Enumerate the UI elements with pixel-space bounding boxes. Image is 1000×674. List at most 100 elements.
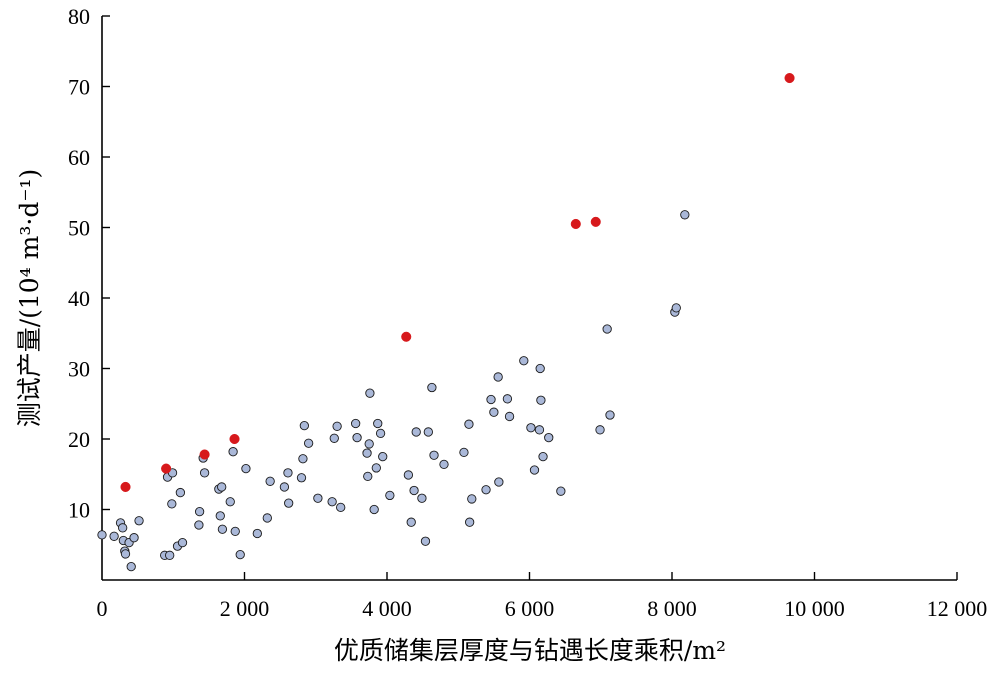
data-point (671, 303, 681, 313)
y-tick-label: 50 (68, 216, 90, 241)
data-point (134, 516, 144, 526)
data-point (535, 363, 545, 374)
data-point (303, 438, 314, 448)
y-tick-label: 10 (68, 498, 90, 523)
data-point (364, 439, 374, 449)
data-point (350, 418, 361, 429)
data-point (504, 411, 515, 422)
data-point (279, 482, 290, 492)
data-point (175, 487, 186, 498)
y-axis-title: 测试产量/(10⁴ m³·d⁻¹) (15, 169, 44, 428)
y-tick-label: 30 (68, 357, 90, 382)
data-point (332, 421, 342, 431)
x-tick-label: 12 000 (927, 596, 988, 621)
data-point (118, 523, 128, 533)
data-point (284, 498, 294, 508)
data-point (371, 463, 381, 473)
data-point (423, 427, 433, 437)
data-point (235, 549, 245, 560)
data-point (365, 388, 375, 398)
x-tick-label: 2 000 (220, 596, 270, 621)
data-point (194, 520, 204, 530)
data-point (409, 485, 419, 496)
data-point (109, 531, 119, 541)
data-point (494, 477, 504, 487)
data-point (296, 473, 307, 483)
data-point (464, 419, 474, 429)
data-point (225, 497, 235, 507)
data-point (126, 561, 136, 572)
x-tick-label: 4 000 (362, 596, 412, 621)
data-point (427, 382, 437, 393)
data-point (265, 476, 275, 486)
data-point (595, 425, 605, 435)
data-point (373, 418, 383, 429)
data-point (526, 423, 536, 433)
highlight-point (401, 331, 412, 342)
y-tick-label: 20 (68, 427, 90, 452)
data-point (489, 407, 499, 417)
y-tick-label: 60 (68, 145, 90, 170)
data-point (519, 356, 529, 366)
data-point (481, 485, 491, 495)
axes (101, 16, 957, 581)
highlight-point (161, 463, 172, 474)
data-point (417, 493, 427, 503)
data-point (97, 530, 107, 540)
data-point (536, 395, 546, 405)
data-point (411, 427, 421, 437)
data-point (362, 448, 372, 458)
data-point (439, 459, 449, 470)
highlight-point (570, 218, 581, 230)
x-tick-label: 0 (97, 596, 108, 621)
data-point (406, 517, 416, 527)
x-tick-label: 10 000 (784, 596, 845, 621)
highlight-point (229, 433, 240, 445)
data-point (329, 433, 339, 443)
data-point (493, 372, 503, 382)
data-point (129, 533, 139, 543)
data-points (97, 72, 795, 572)
y-tick-label: 70 (68, 75, 90, 100)
data-point (486, 394, 496, 405)
data-point (217, 482, 227, 492)
data-point (605, 410, 615, 420)
data-point (120, 549, 131, 559)
data-point (375, 428, 386, 439)
data-point (363, 471, 373, 482)
data-point (336, 502, 346, 513)
highlight-point (120, 481, 131, 492)
data-point (378, 451, 388, 462)
data-point (262, 513, 272, 523)
data-point (385, 490, 395, 501)
data-point (283, 468, 293, 478)
data-point (299, 420, 309, 431)
data-point (194, 506, 205, 517)
data-point (228, 447, 238, 457)
highlight-point (199, 449, 210, 460)
data-point (534, 425, 545, 435)
y-tick-label: 80 (68, 4, 90, 29)
data-point (165, 550, 175, 560)
x-tick-label: 8 000 (647, 596, 697, 621)
x-tick-label: 6 000 (505, 596, 555, 621)
data-point (298, 454, 308, 464)
data-point (241, 463, 251, 474)
data-point (464, 517, 475, 527)
data-point (467, 494, 477, 504)
y-ticks: 10 20 30 40 50 60 70 80 (68, 4, 110, 523)
data-point (459, 447, 469, 458)
data-point (352, 432, 362, 443)
data-point (217, 524, 228, 534)
data-point (369, 504, 379, 515)
data-point (538, 451, 548, 462)
data-point (602, 324, 612, 334)
data-point (502, 394, 513, 404)
data-point (556, 486, 566, 496)
data-point (215, 511, 225, 521)
data-point (680, 210, 690, 220)
data-point (529, 465, 540, 475)
y-tick-label: 40 (68, 286, 90, 311)
data-point (167, 499, 177, 509)
